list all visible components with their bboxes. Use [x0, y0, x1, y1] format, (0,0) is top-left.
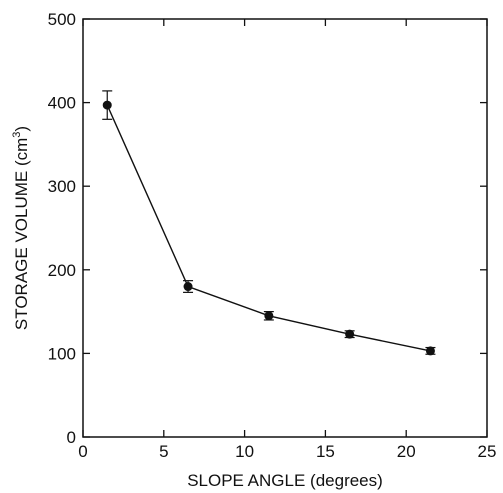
x-axis-ticks: 0 5 10 15 20 25 — [78, 19, 496, 461]
y-axis-title-main: STORAGE VOLUME (cm — [12, 138, 31, 330]
x-tick-label: 0 — [78, 442, 87, 461]
plot-frame — [82, 18, 488, 438]
y-axis-title-close: ) — [12, 126, 31, 132]
x-tick-label: 15 — [316, 442, 335, 461]
y-tick-label: 500 — [48, 10, 76, 29]
x-tick-label: 20 — [397, 442, 416, 461]
data-point — [183, 282, 193, 292]
y-tick-label: 400 — [48, 94, 76, 113]
data-point — [264, 311, 274, 321]
y-tick-label: 0 — [67, 428, 76, 447]
data-point — [425, 346, 435, 356]
data-point — [102, 100, 112, 110]
data-series — [102, 90, 436, 356]
y-tick-label: 200 — [48, 261, 76, 280]
x-tick-label: 5 — [159, 442, 168, 461]
y-tick-label: 300 — [48, 177, 76, 196]
x-axis-title: SLOPE ANGLE (degrees) — [187, 471, 383, 490]
y-axis-title: STORAGE VOLUME (cm3) — [11, 126, 31, 330]
x-tick-label: 10 — [235, 442, 254, 461]
data-point — [345, 329, 355, 339]
y-axis-title-superscript: 3 — [11, 132, 23, 138]
y-axis-ticks: 0 100 200 300 400 500 — [48, 10, 487, 447]
y-tick-label: 100 — [48, 344, 76, 363]
x-tick-label: 25 — [478, 442, 497, 461]
